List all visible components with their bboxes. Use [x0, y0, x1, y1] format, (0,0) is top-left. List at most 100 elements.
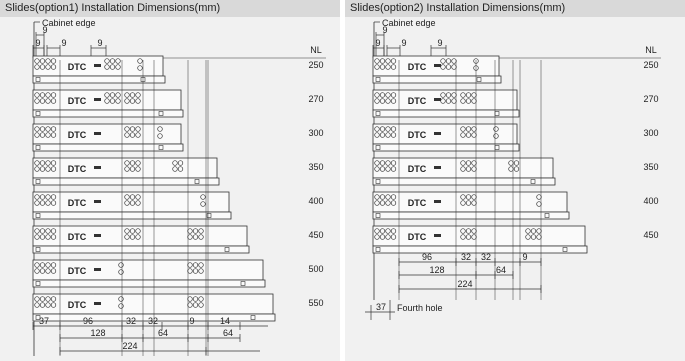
- hole-icon: [460, 92, 466, 98]
- hole-icon: [50, 194, 57, 200]
- bottom-dimension-value: 64: [496, 265, 506, 275]
- hole-icon: [135, 194, 141, 200]
- hole-icon: [374, 200, 380, 206]
- hole-icon: [118, 262, 124, 268]
- rail-mark: [35, 77, 41, 82]
- hole-icon: [379, 234, 386, 240]
- hole-icon: [440, 98, 446, 104]
- hole-icon: [451, 98, 457, 104]
- hole-icon: [39, 200, 46, 206]
- nl-value: 250: [308, 60, 323, 70]
- fourth-hole-dimension-value: 37: [376, 302, 386, 312]
- hole-icon: [50, 132, 57, 138]
- hole-icon: [34, 64, 40, 70]
- rail-mark: [375, 111, 381, 116]
- hole-icon: [34, 92, 40, 98]
- slide-lower-rail: [372, 109, 520, 118]
- hole-icon: [45, 132, 51, 138]
- hole-icon: [124, 228, 130, 234]
- hole-icon: [115, 98, 121, 104]
- hole-icon: [109, 98, 116, 104]
- hole-icon: [129, 166, 136, 172]
- hole-icon: [129, 132, 136, 138]
- hole-icon: [390, 98, 397, 104]
- hole-icon: [440, 92, 446, 98]
- hole-icon: [39, 64, 46, 70]
- hole-icon: [50, 58, 57, 64]
- hole-icon: [124, 234, 130, 240]
- rail-mark: [544, 213, 550, 218]
- hole-icon: [187, 228, 193, 234]
- hole-icon: [39, 302, 46, 308]
- slide-drawing: DTC: [32, 259, 266, 288]
- rail-mark: [35, 145, 41, 150]
- nl-value: 270: [308, 94, 323, 104]
- hole-icon: [135, 166, 141, 172]
- hole-icon: [465, 132, 472, 138]
- hole-icon: [536, 228, 542, 234]
- hole-icon: [530, 228, 537, 234]
- bottom-dimension-value: 32: [148, 316, 158, 326]
- bottom-dimension-value: 32: [461, 252, 471, 262]
- slide-lower-rail: [32, 109, 184, 118]
- nl-header: NL: [645, 45, 657, 55]
- hole-icon: [460, 194, 466, 200]
- hole-icon: [50, 166, 57, 172]
- hole-icon: [445, 64, 452, 70]
- hole-icon: [135, 126, 141, 132]
- rail-mark: [375, 247, 381, 252]
- hole-icon: [45, 268, 51, 274]
- dtc-logo: DTC: [408, 130, 427, 140]
- top-dimension-value: 9: [375, 38, 380, 48]
- hole-icon: [39, 58, 46, 64]
- hole-icon: [460, 126, 466, 132]
- hole-icon: [39, 194, 46, 200]
- hole-icon: [177, 160, 184, 166]
- hole-icon: [390, 92, 397, 98]
- hole-icon: [172, 166, 178, 172]
- hole-icon: [45, 296, 51, 302]
- rail-mark: [35, 213, 41, 218]
- top-dimension-value: 9: [35, 38, 40, 48]
- hole-icon: [39, 160, 46, 166]
- hole-icon: [192, 302, 199, 308]
- hole-icon: [129, 126, 136, 132]
- hole-icon: [465, 166, 472, 172]
- slide-drawing: DTC: [372, 157, 556, 186]
- slide-lower-rail: [372, 245, 588, 254]
- hole-icon: [157, 126, 163, 132]
- slide-drawing: DTC: [372, 89, 520, 118]
- hole-icon: [385, 160, 391, 166]
- bottom-dimension-value: 224: [122, 341, 137, 351]
- hole-icon: [45, 64, 51, 70]
- rail-mark: [476, 77, 482, 82]
- slide-lower-rail: [372, 177, 556, 186]
- hole-icon: [385, 64, 391, 70]
- hole-icon: [135, 200, 141, 206]
- slide-lower-rail: [372, 211, 570, 220]
- hole-icon: [471, 166, 477, 172]
- dtc-logo: DTC: [68, 232, 87, 242]
- rail-mark: [375, 77, 381, 82]
- hole-icon: [34, 126, 40, 132]
- slide-lower-rail: [32, 211, 232, 220]
- rail-mark: [562, 247, 568, 252]
- logo-mark-icon: [434, 166, 441, 169]
- bottom-dimension-value: 64: [158, 328, 168, 338]
- hole-icon: [374, 58, 380, 64]
- nl-value: 270: [643, 94, 658, 104]
- slide-lower-rail: [372, 75, 502, 84]
- hole-icon: [451, 58, 457, 64]
- hole-icon: [385, 194, 391, 200]
- hole-icon: [34, 262, 40, 268]
- hole-icon: [385, 228, 391, 234]
- nl-value: 450: [308, 230, 323, 240]
- logo-mark-icon: [94, 98, 101, 101]
- hole-icon: [445, 92, 452, 98]
- logo-mark-icon: [94, 166, 101, 169]
- hole-icon: [135, 132, 141, 138]
- bottom-dimension-value: 32: [126, 316, 136, 326]
- hole-icon: [385, 132, 391, 138]
